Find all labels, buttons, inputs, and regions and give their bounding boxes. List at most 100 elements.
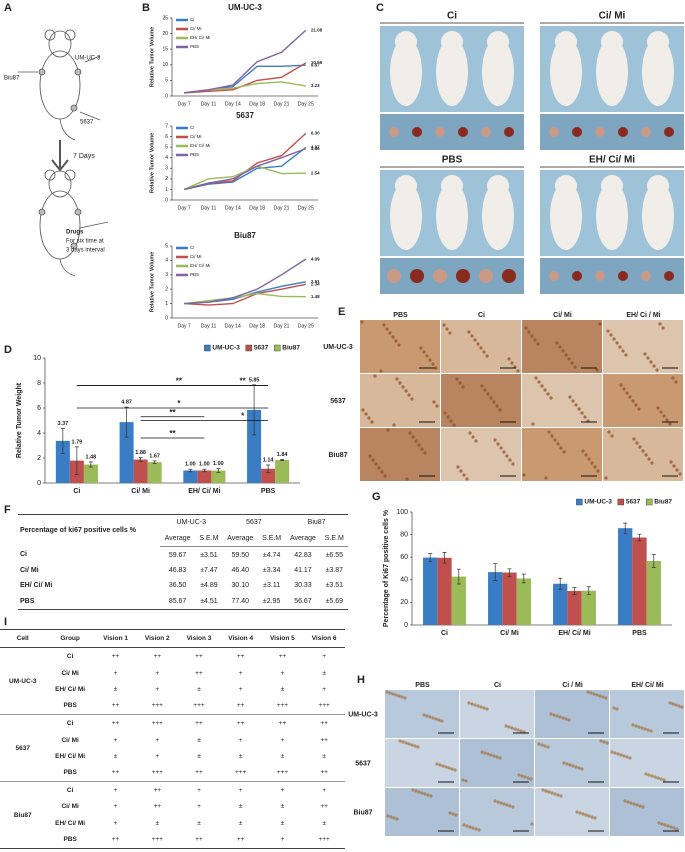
error-bar (442, 552, 447, 564)
stain-spot (530, 334, 534, 338)
stain-spot (507, 725, 511, 729)
mouse-head (487, 31, 509, 53)
score-cell: + (113, 669, 118, 677)
stain-spot (562, 761, 566, 765)
table-row: Ci/ Mi + ++ + ± ± ++ (0, 799, 345, 815)
table-cell: 30.33 (294, 582, 312, 590)
stain-spot (473, 703, 477, 707)
chart-title: 5637 (236, 111, 254, 120)
row-label: 5637 (355, 760, 371, 767)
score-cell: ++ (320, 736, 328, 744)
score-cell: +++ (276, 769, 289, 777)
y-axis-label: Percentage of Ki67 positive cells % (383, 509, 390, 627)
panel-label: E (338, 306, 345, 318)
table-cell: ±3.87 (325, 567, 344, 575)
table-cell: ±2.95 (262, 597, 281, 605)
stain-spot (534, 376, 538, 380)
stain-spot (419, 346, 423, 350)
score-cell: + (322, 653, 327, 661)
stain-spot (511, 805, 515, 809)
stain-spot (663, 823, 667, 827)
table-cell: 46.40 (231, 567, 250, 575)
bar (646, 560, 661, 625)
stain-spot (609, 333, 613, 337)
score-cell: ± (238, 803, 243, 811)
header-cell: S.E.M (257, 530, 286, 548)
group-label: EH/ Ci/ Mi (55, 752, 86, 760)
data-label: 3.37 (57, 421, 68, 427)
stain-spot (448, 811, 452, 815)
y-tick-label: 2 (37, 455, 41, 462)
x-tick-label: Ci/ Mi (131, 488, 150, 495)
score-cell: + (219, 781, 262, 799)
stain-spot (555, 341, 559, 345)
bar (261, 468, 276, 483)
column-label: Ci/ Mi (553, 312, 572, 319)
score-cell: ± (280, 803, 285, 811)
stain-spot (431, 362, 435, 366)
stain-spot (556, 442, 560, 446)
bar (553, 583, 568, 625)
header-cell: Group (45, 629, 95, 649)
stain-spot (665, 418, 669, 422)
x-tick-label: Day 14 (225, 323, 241, 329)
stain-spot (479, 346, 483, 350)
stain-spot (477, 828, 481, 832)
stain-spot (492, 754, 496, 758)
header-cell: Vision 5 (261, 629, 304, 649)
stain-spot (530, 822, 534, 826)
data-label: 1.48 (311, 294, 320, 299)
stain-spot (422, 350, 426, 354)
group-label: PBS (63, 769, 77, 777)
stain-spot (498, 408, 502, 412)
row-label: 5637 (330, 398, 346, 405)
bar (119, 422, 134, 483)
stain-spot (599, 739, 603, 743)
stain-spot (622, 754, 626, 758)
legend-label: 5637 (254, 345, 269, 352)
panel-label: G (372, 491, 381, 503)
stain-spot (420, 791, 424, 795)
stain-spot (550, 434, 554, 438)
y-tick-label: 0 (165, 197, 168, 203)
stain-spot (671, 376, 675, 380)
stain-spot (568, 763, 572, 767)
tumor (664, 271, 674, 281)
legend-label: UM-UC-3 (212, 345, 240, 352)
y-tick-label: 0 (165, 315, 168, 321)
chart-title: Biu87 (234, 231, 256, 240)
stain-spot (567, 357, 571, 361)
stain-spot (507, 357, 511, 361)
stain-spot (666, 824, 670, 828)
tumor-photo (540, 114, 684, 150)
table-row: PBS ++ +++ ++ ++ + +++ (0, 831, 345, 848)
y-tick-label: 4 (165, 258, 168, 264)
bar (437, 557, 452, 625)
legend-label: Ci/ Mi (190, 134, 202, 139)
x-tick-label: Day 18 (249, 101, 265, 107)
micrograph (360, 428, 440, 481)
x-tick-label: Day 11 (201, 101, 217, 107)
micrograph (385, 690, 459, 738)
stain-spot (625, 755, 629, 759)
data-label: 4.87 (121, 400, 132, 406)
stain-spot (659, 777, 663, 781)
row-label: EH/ Ci/ Mi (20, 582, 53, 590)
stain-spot (417, 443, 421, 447)
micrograph (441, 428, 521, 481)
mouse (596, 38, 628, 106)
score-cell: ++ (236, 836, 245, 844)
ihc-score-table: Cell Group Vision 1 Vision 2 Vision 3 Vision … (0, 629, 345, 849)
stain-spot (361, 408, 365, 412)
stain-spot (540, 384, 544, 388)
stain-spot (641, 449, 645, 453)
score-cell: + (303, 781, 345, 799)
header-cell: Percentage of ki67 positive cells % (20, 527, 136, 535)
stain-spot (607, 430, 611, 434)
stain-spot (543, 744, 547, 748)
stain-spot (368, 454, 372, 458)
stain-spot (580, 767, 584, 771)
stain-spot (482, 706, 486, 710)
legend-swatch (576, 498, 583, 506)
